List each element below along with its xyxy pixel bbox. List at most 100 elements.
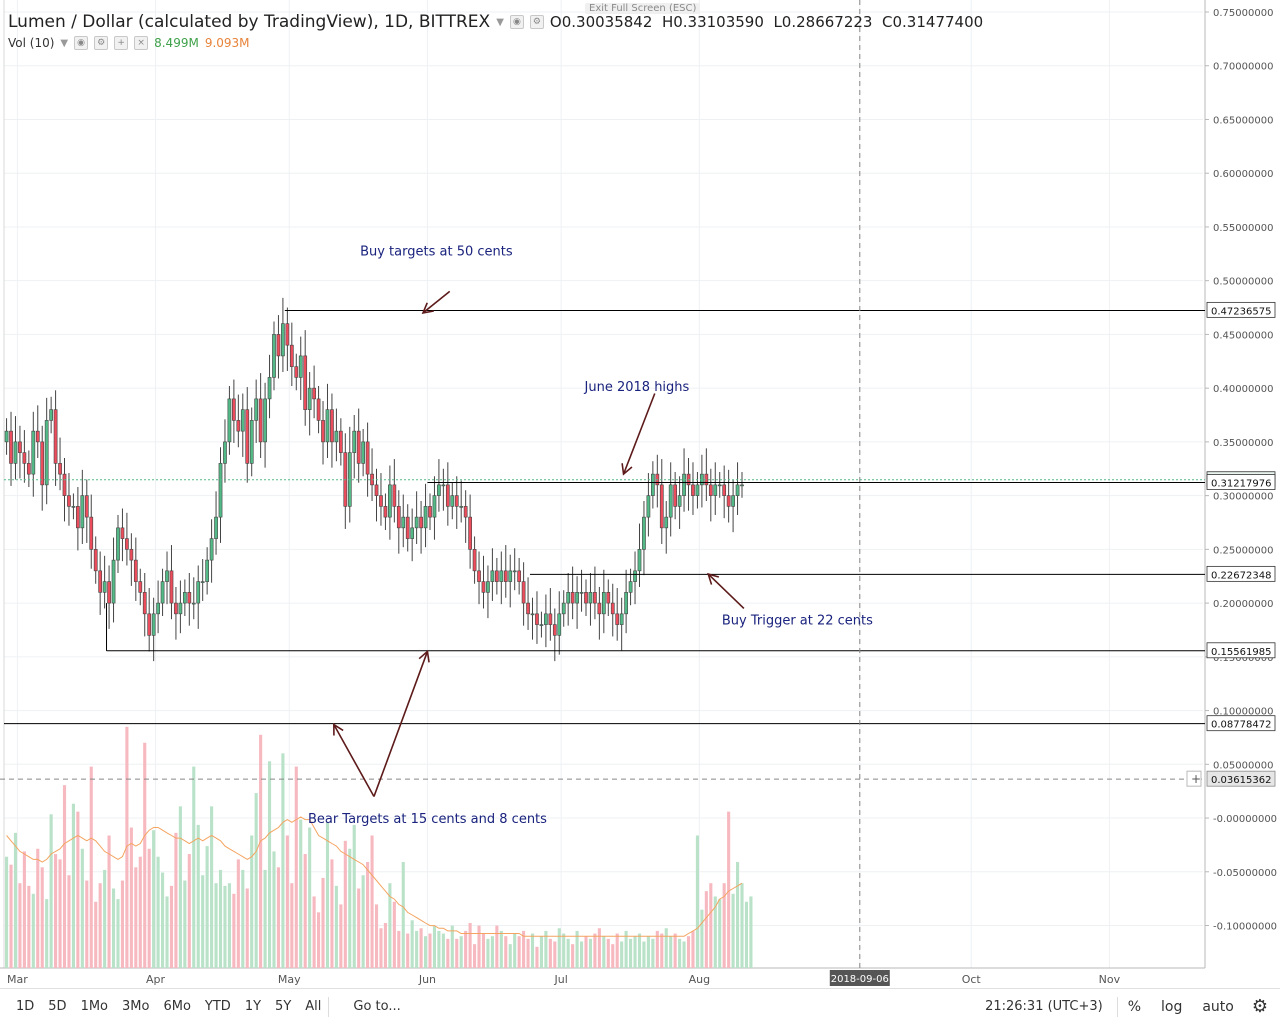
settings-icon[interactable]: ⚙ [529,15,544,29]
candle-body [209,538,214,561]
volume-bar [147,848,151,968]
volume-bar [588,938,593,968]
price-marker-label: 0.22672348 [1211,570,1271,581]
volume-bar [120,880,125,968]
volume-bar [5,856,9,968]
candle-body [459,506,464,508]
volume-bar [695,835,699,968]
symbol-title[interactable]: Lumen / Dollar (calculated by TradingVie… [8,12,491,32]
volume-ma-value: 9.093M [204,36,250,50]
candle-body [472,549,477,572]
eye-icon[interactable]: ◉ [74,36,89,50]
crosshair-date-label: 2018-09-06 [831,974,889,985]
toolbar-divider [328,996,330,1017]
volume-bar [62,785,67,968]
range-1d-button[interactable]: 1D [16,999,35,1014]
volume-bar [36,848,40,968]
gear-icon[interactable]: ⚙ [1251,996,1268,1017]
range-1mo-button[interactable]: 1Mo [80,999,109,1014]
chevron-down-icon[interactable]: ▼ [496,16,504,28]
volume-bar [423,936,428,968]
volume-bar [446,938,450,968]
candle-body [601,592,606,615]
volume-bar [178,806,182,968]
range-1y-button[interactable]: 1Y [244,999,262,1014]
volume-bar [187,854,191,968]
candle-body [356,430,361,464]
log-scale-button[interactable]: log [1161,998,1183,1015]
volume-bar [392,901,396,968]
auto-scale-button[interactable]: auto [1202,998,1234,1015]
settings-icon[interactable]: ⚙ [94,36,109,50]
volume-bar [245,888,249,968]
volume-bar [169,885,174,968]
price-axis-label: 0.35000000 [1213,438,1273,449]
candle-body [294,366,299,378]
candle-body [169,570,174,604]
candle-body [116,527,120,561]
crosshair-date-box [829,970,890,986]
volume-bar [281,753,285,968]
volume-bar [192,766,196,968]
candle-body [312,387,316,400]
candle-body [544,613,548,625]
candle-body [62,473,67,496]
candle-body [133,559,138,582]
volume-bar [490,936,494,968]
volume-bar [459,936,463,968]
candle-body [67,495,71,507]
eye-icon[interactable]: ◉ [509,15,524,29]
candle-body [405,516,410,539]
low-key: L [773,13,782,31]
volume-bar [49,814,53,968]
volume-bar [196,824,200,968]
candle-body [321,420,325,443]
volume-bar [366,862,370,968]
plus-icon[interactable]: + [114,36,129,50]
volume-bar [727,811,731,968]
percent-scale-button[interactable]: % [1127,998,1141,1015]
volume-bar [397,930,401,968]
price-chart[interactable]: Buy targets at 50 cents June 2018 highs Bu… [0,0,1280,988]
volume-bar [107,835,111,968]
volume-bar [201,875,205,968]
candle-body [535,613,539,625]
candle-body [298,355,303,378]
close-key: C [882,13,893,31]
chevron-down-icon[interactable]: ▼ [60,37,69,49]
volume-bar [183,880,187,968]
volume-bar [312,896,316,968]
volume-bar [343,840,347,968]
volume-bar [535,946,539,968]
candle-body [361,441,365,464]
volume-bar [116,899,120,968]
candle-body [593,592,597,604]
range-5d-button[interactable]: 5D [48,999,67,1014]
volume-bar [637,933,642,968]
price-axis-label: -0.10000000 [1213,922,1277,933]
candle-body [691,484,695,496]
range-all-button[interactable]: All [305,999,322,1014]
volume-bar [218,869,223,968]
candle-body [93,549,98,572]
close-icon[interactable]: × [134,36,149,50]
candle-body [111,559,116,604]
range-5y-button[interactable]: 5Y [275,999,292,1014]
candle-body [508,570,513,582]
range-3mo-button[interactable]: 3Mo [122,999,150,1014]
exit-fullscreen-button[interactable]: Exit Full Screen (ESC) [585,3,701,14]
candle-body [597,602,602,615]
volume-bar [134,867,138,968]
price-marker-box [1206,565,1276,582]
goto-button[interactable]: Go to... [353,999,401,1014]
volume-label[interactable]: Vol (10) [8,36,55,50]
candle-body [445,484,450,507]
volume-bar [174,832,178,968]
candle-body [53,409,58,464]
range-6mo-button[interactable]: 6Mo [163,999,191,1014]
price-marker-box [1206,301,1276,318]
high-value: 0.33103590 [673,13,764,31]
range-ytd-button[interactable]: YTD [204,999,231,1014]
volume-bar [40,867,44,968]
candle-body [80,495,85,529]
